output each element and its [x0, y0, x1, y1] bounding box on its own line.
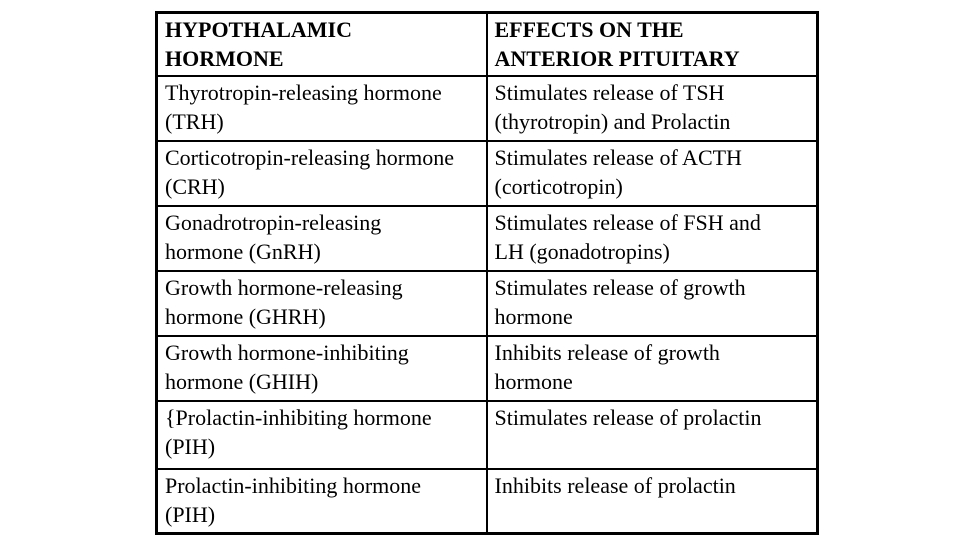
hypothalamic-hormone-effects-table: HYPOTHALAMIC HORMONE EFFECTS ON THE ANTE…: [155, 11, 819, 535]
table-row: Prolactin-inhibiting hormone (PIH) Inhib…: [155, 468, 819, 534]
effect-cell-pih-stimulates: Stimulates release of prolactin: [485, 400, 819, 470]
hormone-cell-ghih: Growth hormone-inhibiting hormone (GHIH): [155, 335, 488, 402]
hormone-cell-gnrh: Gonadrotropin-releasing hormone (GnRH): [155, 205, 488, 272]
effect-cell-ghih: Inhibits release of growth hormone: [485, 335, 819, 402]
hormone-cell-crh: Corticotropin-releasing hormone (CRH): [155, 140, 488, 207]
effect-cell-gnrh: Stimulates release of FSH and LH (gonado…: [485, 205, 819, 272]
column-header-hypothalamic-hormone: HYPOTHALAMIC HORMONE: [155, 11, 488, 77]
hormone-cell-trh: Thyrotropin-releasing hormone (TRH): [155, 75, 488, 142]
effect-cell-crh: Stimulates release of ACTH (corticotropi…: [485, 140, 819, 207]
hormone-cell-pih-inhibits: Prolactin-inhibiting hormone (PIH): [155, 468, 488, 534]
effect-cell-trh: Stimulates release of TSH (thyrotropin) …: [485, 75, 819, 142]
hormone-cell-pih-stimulates: {Prolactin-inhibiting hormone (PIH): [155, 400, 488, 470]
table-row: Growth hormone-inhibiting hormone (GHIH)…: [155, 335, 819, 402]
effect-cell-pih-inhibits: Inhibits release of prolactin: [485, 468, 819, 534]
table-row: Corticotropin-releasing hormone (CRH) St…: [155, 140, 819, 207]
table-row: Gonadrotropin-releasing hormone (GnRH) S…: [155, 205, 819, 272]
hormone-cell-ghrh: Growth hormone-releasing hormone (GHRH): [155, 270, 488, 337]
effect-cell-ghrh: Stimulates release of growth hormone: [485, 270, 819, 337]
table-row: Thyrotropin-releasing hormone (TRH) Stim…: [155, 75, 819, 142]
table-row: {Prolactin-inhibiting hormone (PIH) Stim…: [155, 400, 819, 470]
column-header-effects-anterior-pituitary: EFFECTS ON THE ANTERIOR PITUITARY: [485, 11, 819, 77]
table-header-row: HYPOTHALAMIC HORMONE EFFECTS ON THE ANTE…: [155, 11, 819, 77]
table-row: Growth hormone-releasing hormone (GHRH) …: [155, 270, 819, 337]
